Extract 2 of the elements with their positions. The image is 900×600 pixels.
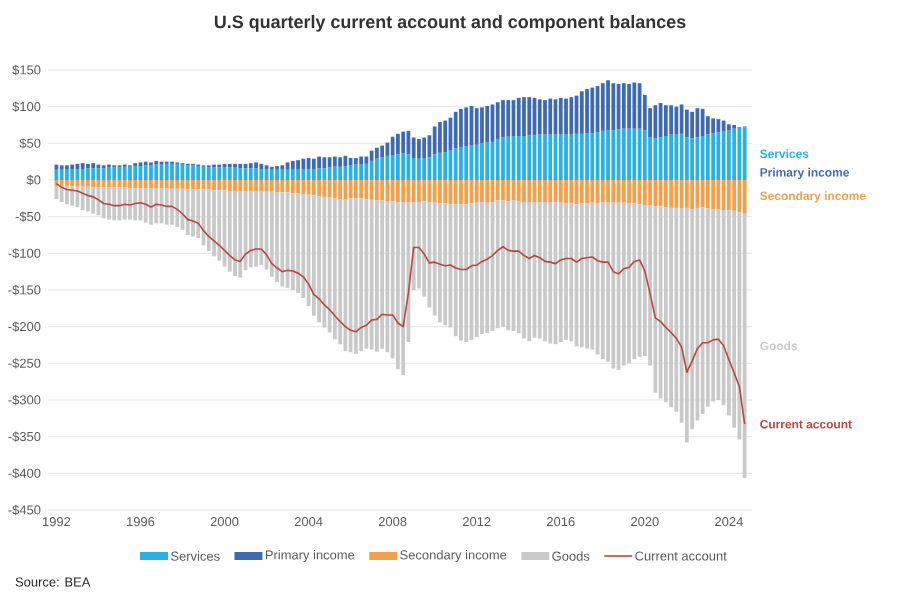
line-series [55, 182, 746, 425]
chart-title: U.S quarterly current account and component balances [214, 15, 686, 32]
